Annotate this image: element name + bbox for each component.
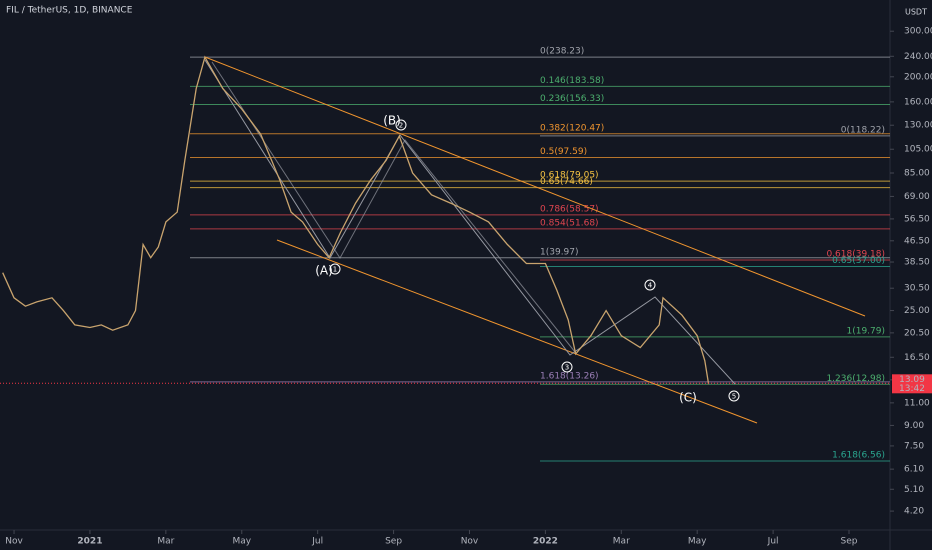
y-tick-label: 56.50 (904, 214, 930, 224)
wave-number-circle (561, 361, 573, 373)
wave-number: 3 (565, 364, 569, 372)
fib-label: 0.854(51.68) (540, 218, 599, 228)
wave-number: 1 (333, 266, 337, 274)
y-tick-label: 200.00 (904, 72, 932, 82)
wave-line (204, 59, 736, 385)
x-tick-label: Nov (461, 537, 479, 547)
y-tick-label: 4.20 (904, 507, 924, 517)
fib-label: 0.146(183.58) (540, 76, 604, 86)
fib-label: 1.618(6.56) (832, 450, 885, 460)
y-tick-label: 16.50 (904, 353, 930, 363)
x-tick-label: 2022 (533, 537, 558, 547)
y-tick-label: 105.00 (904, 145, 932, 155)
wave-number-circle (395, 119, 407, 131)
price-tag-label: 13.09 (899, 375, 925, 385)
x-tick-label: Jul (311, 537, 323, 547)
wave-number-circle (644, 279, 656, 291)
trend-line (276, 239, 758, 424)
fib-label: 0.236(156.33) (540, 94, 604, 104)
y-tick-label: 9.00 (904, 421, 924, 431)
currency: USDT (905, 8, 927, 17)
y-tick-label: 11.00 (904, 398, 930, 408)
fib-label: 0.5(97.59) (540, 147, 587, 157)
fib-label: 0.618(39.18) (826, 250, 885, 260)
x-tick-label: Sep (841, 537, 858, 547)
wave-label: (A) (315, 264, 333, 278)
fib-label: 1.618(13.26) (540, 371, 599, 381)
y-tick-label: 20.50 (904, 328, 930, 338)
x-tick-label: Mar (613, 537, 630, 547)
y-tick-label: 160.00 (904, 97, 932, 107)
x-tick-label: May (688, 537, 707, 547)
fib-label: 0.618(79.05) (540, 171, 599, 181)
wave-number-circle (728, 390, 740, 402)
y-tick-label: 240.00 (904, 52, 932, 62)
x-tick-label: Jul (767, 537, 779, 547)
fib-label: 0.65(37.00) (832, 256, 885, 266)
price-tag (892, 374, 932, 394)
x-tick-label: May (232, 537, 251, 547)
chart-title: FIL / TetherUS, 1D, BINANCE (6, 6, 133, 16)
fib-label: 0.786(58.57) (540, 204, 599, 214)
wave-number-circle (329, 263, 341, 275)
wave-line (211, 61, 576, 353)
drawings: 0(238.23) 0.146(183.58) 0.236(156.33) 0.382… (0, 47, 890, 462)
fib-label: 0(118.22) (841, 125, 885, 135)
x-tick-label: 2021 (77, 537, 102, 547)
wave-label: (C) (679, 391, 697, 405)
y-tick-label: 130.00 (904, 121, 932, 131)
axes: 300.00 240.00 200.00 160.00 130.00 105.00 85.0… (5, 27, 932, 547)
fib-label: 0.65(74.66) (540, 177, 593, 187)
y-tick-label: 38.50 (904, 258, 930, 268)
fib-label: 1(39.97) (540, 247, 579, 257)
fib-label: 1.236(12.98) (826, 374, 885, 384)
y-tick-label: 300.00 (904, 27, 932, 37)
wave-number: 5 (732, 393, 736, 401)
fib-label: 0(238.23) (540, 47, 584, 57)
x-tick-label: Nov (5, 537, 23, 547)
trend-line (204, 56, 866, 317)
x-tick-label: Mar (157, 537, 174, 547)
fib-label: 1(19.79) (846, 326, 885, 336)
y-tick-label: 6.10 (904, 465, 924, 475)
x-tick-label: Sep (385, 537, 402, 547)
price-line (2, 55, 710, 385)
y-tick-label: 69.00 (904, 192, 930, 202)
y-tick-label: 7.50 (904, 441, 924, 451)
wave-number: 4 (648, 282, 653, 290)
y-tick-label: 5.10 (904, 485, 924, 495)
wave-number: 2 (399, 122, 403, 130)
countdown: 13:42 (899, 384, 925, 394)
fib-label: 0.382(120.47) (540, 123, 604, 133)
y-tick-label: 46.50 (904, 236, 930, 246)
y-tick-label: 25.00 (904, 306, 930, 316)
y-tick-label: 85.00 (904, 168, 930, 178)
y-tick-label: 30.50 (904, 284, 930, 294)
